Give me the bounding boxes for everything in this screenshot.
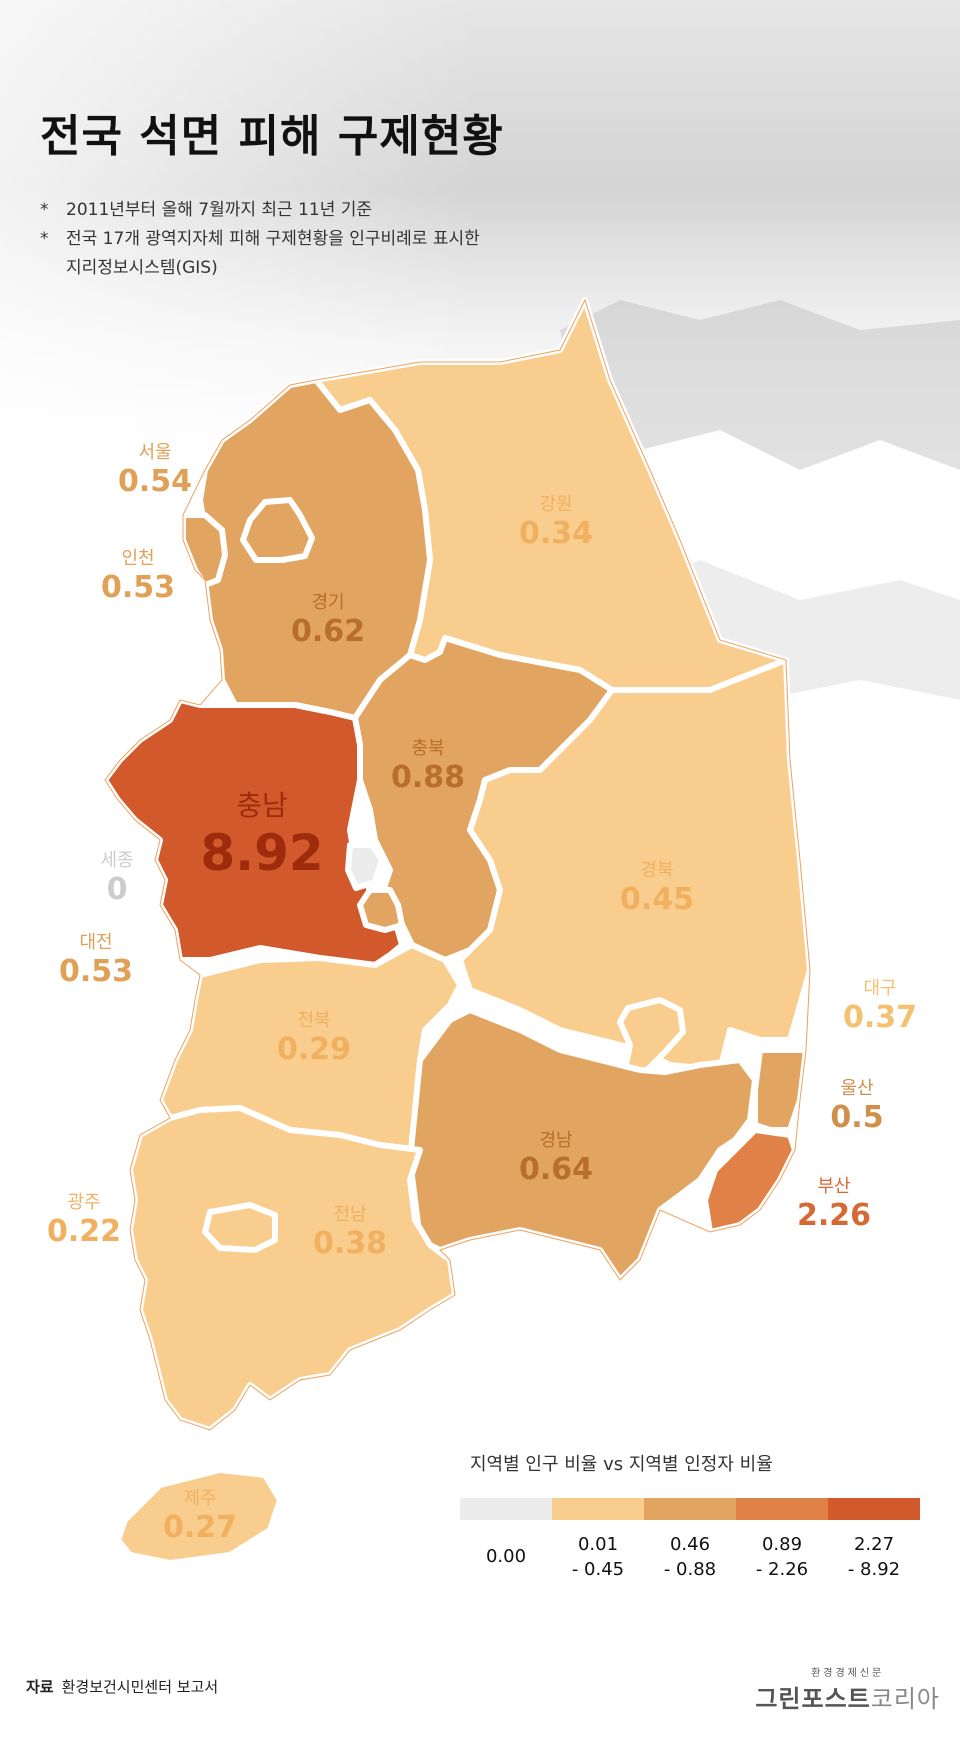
label-jeju: 제주 0.27 <box>163 1484 237 1546</box>
label-busan-value: 2.26 <box>796 1198 872 1233</box>
label-daejeon-name: 대전 <box>79 932 113 953</box>
label-gangwon-name: 강원 <box>539 494 573 515</box>
label-gangwon: 강원 0.34 <box>519 490 593 552</box>
label-gyeongbuk: 경북 0.45 <box>620 856 694 918</box>
label-ulsan: 울산 0.5 <box>830 1074 883 1136</box>
legend-labels: 0.00 0.01- 0.45 0.46- 0.88 0.89- 2.26 2.… <box>460 1532 920 1582</box>
note-2: * 전국 17개 광역지자체 피해 구제현황을 인구비례로 표시한 <box>40 229 480 249</box>
label-jeju-value: 0.27 <box>162 1510 238 1545</box>
label-daejeon-value: 0.53 <box>58 954 134 989</box>
label-jeonnam-name: 전남 <box>333 1204 367 1225</box>
label-gwangju-name: 광주 <box>67 1192 101 1213</box>
label-gyeongbuk-value: 0.45 <box>619 882 695 917</box>
label-chungnam-value: 8.92 <box>200 824 324 882</box>
region-gwangju <box>202 1202 278 1253</box>
region-incheon <box>180 512 228 588</box>
label-seoul-name: 서울 <box>138 442 172 463</box>
label-ulsan-name: 울산 <box>840 1078 874 1099</box>
label-chungbuk-name: 충북 <box>411 738 445 759</box>
region-daegu <box>617 997 686 1075</box>
label-gangwon-value: 0.34 <box>518 516 594 551</box>
label-jeonnam: 전남 0.38 <box>313 1200 387 1262</box>
label-jeonbuk-value: 0.29 <box>276 1032 352 1067</box>
label-gyeongnam-name: 경남 <box>539 1130 573 1151</box>
note-2-continued: 지리정보시스템(GIS) <box>66 258 218 278</box>
legend-label-3: 0.89- 2.26 <box>755 1534 809 1580</box>
label-ulsan-value: 0.5 <box>830 1100 884 1135</box>
label-chungnam-name: 충남 <box>236 789 288 822</box>
legend-bar <box>460 1498 920 1520</box>
legend-swatch-1 <box>552 1498 644 1520</box>
label-sejong-value: 0 <box>106 872 128 907</box>
legend-label-4: 2.27- 8.92 <box>847 1534 901 1580</box>
notes: * 2011년부터 올해 7월까지 최근 11년 기준 * 전국 17개 광역지자체… <box>40 196 480 283</box>
label-busan: 부산 2.26 <box>797 1172 871 1234</box>
label-jeonbuk: 전북 0.29 <box>277 1006 351 1068</box>
label-chungbuk-value: 0.88 <box>390 760 466 795</box>
legend-label-1: 0.01- 0.45 <box>571 1534 625 1580</box>
region-jeju <box>115 1467 283 1566</box>
region-daejeon <box>357 887 405 933</box>
label-seoul-value: 0.54 <box>117 464 193 499</box>
brand-main: 그린포스트코리아 <box>755 1685 940 1713</box>
label-busan-name: 부산 <box>817 1176 851 1197</box>
label-gyeonggi: 경기 0.62 <box>291 588 365 650</box>
note-1: * 2011년부터 올해 7월까지 최근 11년 기준 <box>40 200 373 220</box>
region-jeonnam <box>127 1105 458 1433</box>
brand-logo: 환경경제신문 그린포스트코리아 <box>755 1664 940 1714</box>
region-ulsan <box>752 1047 809 1133</box>
region-seoul <box>240 497 315 563</box>
label-jeonbuk-name: 전북 <box>297 1010 331 1031</box>
label-gyeongnam-value: 0.64 <box>518 1152 594 1187</box>
legend-swatch-3 <box>736 1498 828 1520</box>
label-chungbuk: 충북 0.88 <box>391 734 465 796</box>
label-seoul: 서울 0.54 <box>118 438 192 500</box>
source-label: 자료 <box>26 1678 54 1696</box>
legend: 지역별 인구 비율 vs 지역별 인정자 비율 0.00 0.01- 0.45 … <box>460 1450 920 1582</box>
label-gyeonggi-name: 경기 <box>311 592 345 613</box>
label-jeonnam-value: 0.38 <box>312 1226 388 1261</box>
label-gwangju-value: 0.22 <box>46 1214 122 1249</box>
label-daegu: 대구 0.37 <box>843 974 917 1036</box>
label-gyeonggi-value: 0.62 <box>290 614 366 649</box>
label-incheon: 인천 0.53 <box>101 544 175 606</box>
legend-swatch-4 <box>828 1498 920 1520</box>
label-incheon-value: 0.53 <box>100 570 176 605</box>
legend-swatch-0 <box>460 1498 552 1520</box>
legend-swatch-2 <box>644 1498 736 1520</box>
page-title: 전국 석면 피해 구제현황 <box>40 111 504 162</box>
label-daegu-name: 대구 <box>863 978 897 999</box>
legend-title: 지역별 인구 비율 vs 지역별 인정자 비율 <box>470 1454 773 1475</box>
label-sejong-name: 세종 <box>100 850 134 871</box>
label-gwangju: 광주 0.22 <box>47 1188 121 1250</box>
label-jeju-name: 제주 <box>183 1488 217 1509</box>
legend-label-2: 0.46- 0.88 <box>663 1534 717 1580</box>
brand-sub: 환경경제신문 <box>811 1668 885 1679</box>
source-text: 환경보건시민센터 보고서 <box>61 1678 219 1696</box>
legend-label-0: 0.00 <box>485 1546 527 1567</box>
region-sejong <box>345 842 385 891</box>
label-gyeongbuk-name: 경북 <box>640 860 674 881</box>
source-note: 자료 환경보건시민센터 보고서 <box>26 1676 218 1697</box>
label-incheon-name: 인천 <box>121 548 155 569</box>
label-gyeongnam: 경남 0.64 <box>519 1126 593 1188</box>
label-daejeon: 대전 0.53 <box>59 928 133 990</box>
label-chungnam: 충남 8.92 <box>200 784 323 882</box>
label-daegu-value: 0.37 <box>842 1000 918 1035</box>
label-sejong: 세종 0 <box>100 846 133 908</box>
